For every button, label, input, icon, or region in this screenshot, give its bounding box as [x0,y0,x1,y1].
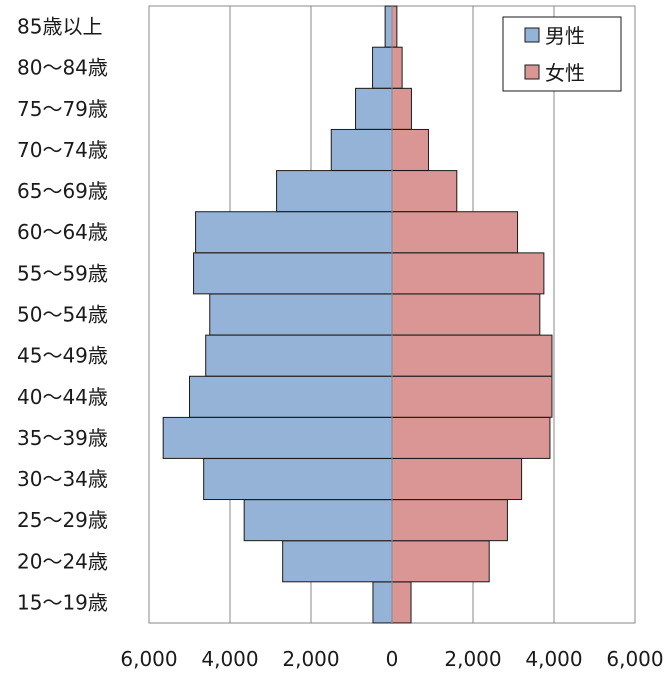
category-label: 85歳以上 [17,15,102,39]
x-tick-label: 4,000 [525,647,582,671]
x-tick-label: 2,000 [282,647,339,671]
legend-box [502,16,622,92]
bar-female [391,128,429,171]
bar-male [193,252,393,295]
category-label: 30〜34歳 [17,467,108,491]
bar-male [243,499,393,542]
category-label: 75〜79歳 [17,97,108,121]
category-label: 25〜29歳 [17,508,108,532]
category-label: 35〜39歳 [17,426,108,450]
x-tick-label: 0 [386,647,399,671]
bars [162,5,553,624]
category-label: 50〜54歳 [17,303,108,327]
bar-male [384,5,393,48]
legend-label-female: 女性 [545,61,585,85]
bar-female [391,87,412,130]
bar-male [189,375,393,418]
category-label: 65〜69歳 [17,179,108,203]
bar-female [391,416,551,459]
legend: 男性 女性 [502,16,622,92]
category-label: 70〜74歳 [17,138,108,162]
bar-female [391,458,523,501]
bar-female [391,581,412,624]
tick-labels: 6,000 4,000 2,000 0 2,000 4,000 6,000 [120,647,663,671]
category-label: 55〜59歳 [17,261,108,285]
bar-female [391,375,553,418]
bar-male [372,46,393,89]
x-tick-label: 6,000 [120,647,177,671]
bar-male [355,87,393,130]
bar-female [391,499,508,542]
bar-male [209,293,393,336]
x-tick-label: 4,000 [201,647,258,671]
category-label: 20〜24歳 [17,549,108,573]
bar-male [330,128,393,171]
bar-male [282,540,393,583]
category-label: 15〜19歳 [17,590,108,614]
bar-female [391,46,403,89]
bar-female [391,211,519,254]
bar-female [391,5,398,48]
x-tick-label: 6,000 [606,647,663,671]
bar-male [203,458,393,501]
legend-swatch-female [524,64,540,80]
bar-female [391,334,553,377]
bar-male [162,416,393,459]
legend-label-male: 男性 [545,24,585,48]
x-tick-label: 2,000 [444,647,501,671]
bar-female [391,252,545,295]
category-label: 40〜44歳 [17,385,108,409]
category-labels: 15〜19歳 20〜24歳 25〜29歳 30〜34歳 35〜39歳 40〜44歳 45〜4… [17,15,108,615]
category-label: 80〜84歳 [17,56,108,80]
bar-male [372,581,393,624]
bar-male [205,334,393,377]
legend-swatch-male [524,27,540,43]
bar-male [195,211,393,254]
bar-female [391,293,541,336]
bar-female [391,540,490,583]
bar-male [276,170,393,213]
category-label: 60〜64歳 [17,220,108,244]
bar-female [391,170,458,213]
category-label: 45〜49歳 [17,344,108,368]
